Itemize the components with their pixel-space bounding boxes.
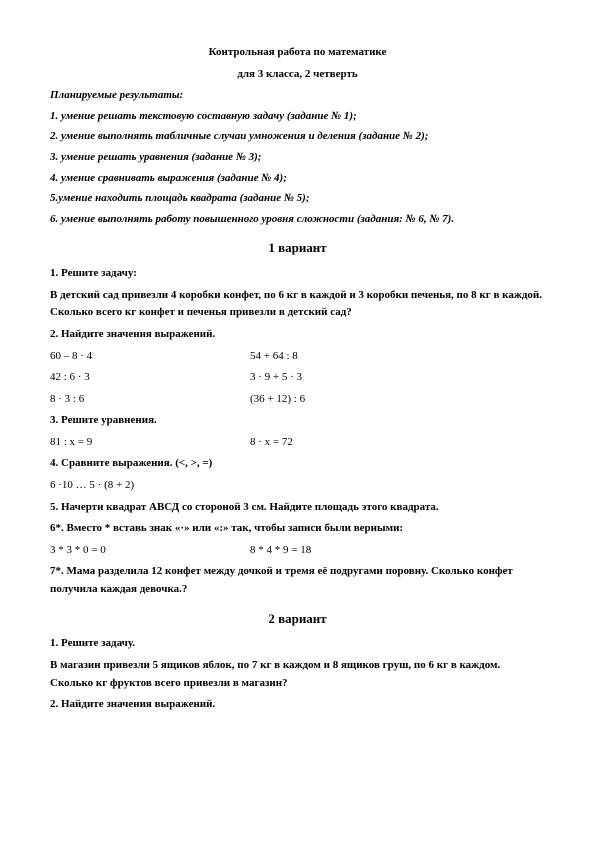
v1-task7-label: 7*. Мама разделила 12 конфет между дочко… (50, 563, 545, 598)
expr-cell: (36 + 12) : 6 (250, 391, 305, 409)
v1-task5-label: 5. Начерти квадрат АВСД со стороной 3 см… (50, 499, 545, 517)
expr-cell: 3 * 3 * 0 = 0 (50, 542, 250, 560)
doc-title-1: Контрольная работа по математике (50, 44, 545, 62)
v1-task2-row: 8 · 3 : 6 (36 + 12) : 6 (50, 391, 545, 409)
v1-task1-text: В детский сад привезли 4 коробки конфет,… (50, 287, 545, 322)
variant1-title: 1 вариант (50, 238, 545, 259)
variant2-title: 2 вариант (50, 609, 545, 630)
v1-task4-expr: 6 ·10 … 5 · (8 + 2) (50, 477, 545, 495)
v1-task6-row: 3 * 3 * 0 = 0 8 * 4 * 9 = 18 (50, 542, 545, 560)
v1-task1-label: 1. Решите задачу: (50, 265, 545, 283)
v1-task2-row: 60 – 8 · 4 54 + 64 : 8 (50, 348, 545, 366)
v2-task1-text: В магазин привезли 5 ящиков яблок, по 7 … (50, 657, 545, 692)
v1-task6-label: 6*. Вместо * вставь знак «·» или «:» так… (50, 520, 545, 538)
v1-task2-row: 42 : 6 · 3 3 · 9 + 5 · 3 (50, 369, 545, 387)
v1-task3-row: 81 : х = 9 8 · х = 72 (50, 434, 545, 452)
expr-cell: 8 * 4 * 9 = 18 (250, 542, 311, 560)
expr-cell: 8 · х = 72 (250, 434, 293, 452)
v1-task4-label: 4. Сравните выражения. (<, >, =) (50, 455, 545, 473)
results-item: 2. умение выполнять табличные случаи умн… (50, 128, 545, 146)
expr-cell: 81 : х = 9 (50, 434, 250, 452)
doc-title-2: для 3 класса, 2 четверть (50, 66, 545, 84)
v2-task2-label: 2. Найдите значения выражений. (50, 696, 545, 714)
expr-cell: 60 – 8 · 4 (50, 348, 250, 366)
expr-cell: 54 + 64 : 8 (250, 348, 298, 366)
results-heading: Планируемые результаты: (50, 87, 545, 105)
expr-cell: 42 : 6 · 3 (50, 369, 250, 387)
expr-cell: 8 · 3 : 6 (50, 391, 250, 409)
results-item: 4. умение сравнивать выражения (задание … (50, 170, 545, 188)
results-item: 3. умение решать уравнения (задание № 3)… (50, 149, 545, 167)
expr-cell: 3 · 9 + 5 · 3 (250, 369, 302, 387)
results-item: 6. умение выполнять работу повышенного у… (50, 211, 545, 229)
planned-results: Планируемые результаты: 1. умение решать… (50, 87, 545, 228)
results-item: 1. умение решать текстовую составную зад… (50, 108, 545, 126)
v2-task1-label: 1. Решите задачу. (50, 635, 545, 653)
v1-task3-label: 3. Решите уравнения. (50, 412, 545, 430)
results-item: 5.умение находить площадь квадрата (зада… (50, 190, 545, 208)
v1-task2-label: 2. Найдите значения выражений. (50, 326, 545, 344)
